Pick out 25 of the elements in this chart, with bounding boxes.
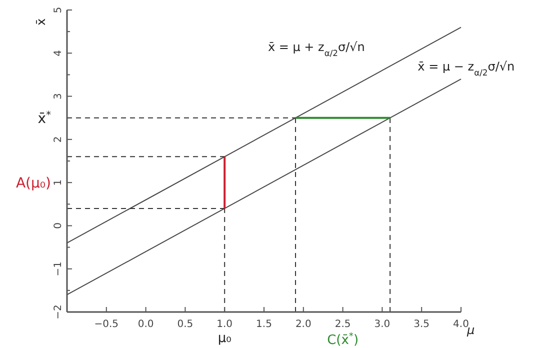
annotation: x̄$^{*}$ — [38, 109, 52, 127]
x-tick-label: 1.5 — [256, 319, 272, 330]
x-tick-label: 3.5 — [414, 319, 430, 330]
x-tick-label: 0.0 — [138, 319, 154, 330]
annotation: μ₀ — [218, 331, 232, 346]
annotation: x̄ = μ + z$_{α/2}$σ/√n — [268, 40, 365, 58]
x-tick-label: 0.5 — [177, 319, 194, 330]
y-tick-label: 3 — [53, 93, 64, 100]
x-tick-label: −0.5 — [94, 319, 119, 330]
y-tick-label: 1 — [53, 179, 64, 186]
x-tick-label: 4.0 — [453, 319, 469, 330]
x-tick-label: 3.0 — [374, 319, 390, 330]
y-tick-label: −1 — [53, 261, 64, 276]
text: C(x̄$^{*}$) — [327, 332, 359, 348]
y-tick-label: 4 — [53, 50, 64, 56]
y-tick-label: 2 — [53, 136, 64, 143]
x-tick-label: 1.0 — [216, 319, 233, 330]
x-tick-label: 2.5 — [334, 319, 351, 330]
y-tick-label: 5 — [53, 6, 64, 14]
y-tick-label: −2 — [53, 304, 64, 320]
y-axis-title: x̄ — [34, 18, 48, 26]
text: A(μ₀) — [16, 176, 51, 192]
y-tick-label: 0 — [53, 222, 64, 229]
annotation: x̄ = μ − z$_{α/2}$σ/√n — [418, 59, 515, 78]
x-tick-label: 2.0 — [295, 319, 312, 330]
